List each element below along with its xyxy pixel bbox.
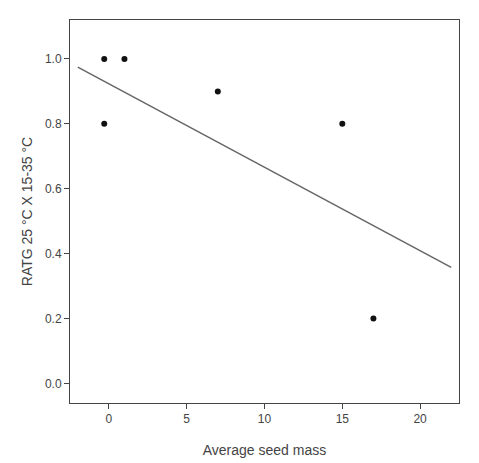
svg-text:RATG 25 °C X 15-35 °C: RATG 25 °C X 15-35 °C [19,137,35,286]
svg-text:10: 10 [258,412,272,426]
svg-text:0: 0 [106,412,113,426]
svg-text:20: 20 [413,412,427,426]
svg-text:0.8: 0.8 [45,117,62,131]
svg-text:0.6: 0.6 [45,182,62,196]
svg-text:1.0: 1.0 [45,52,62,66]
svg-text:Average seed mass: Average seed mass [203,442,326,458]
svg-text:0.2: 0.2 [45,312,62,326]
svg-text:5: 5 [183,412,190,426]
svg-text:0.4: 0.4 [45,247,62,261]
svg-text:0.0: 0.0 [45,377,62,391]
svg-text:15: 15 [336,412,350,426]
